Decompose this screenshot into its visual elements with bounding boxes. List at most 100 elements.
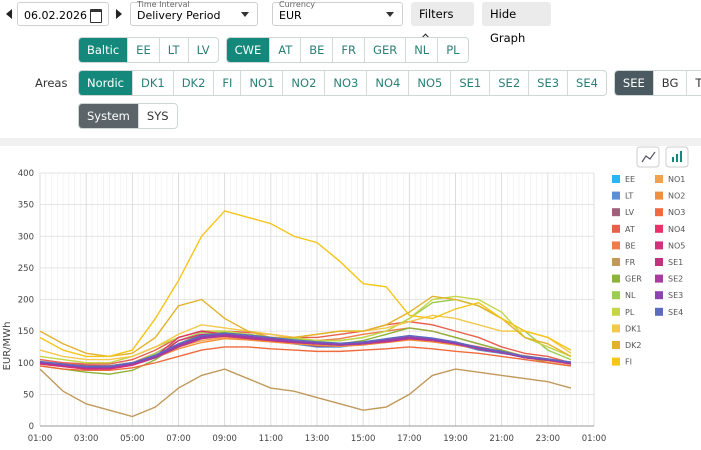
- date-input[interactable]: 06.02.2026: [17, 2, 109, 26]
- area-button[interactable]: TEL: [686, 71, 701, 95]
- legend-label[interactable]: DK1: [625, 324, 642, 333]
- series-line: [39, 332, 572, 368]
- y-tick-label: 400: [18, 169, 34, 179]
- area-button[interactable]: SYS: [137, 104, 177, 128]
- area-button[interactable]: LV: [187, 38, 218, 62]
- x-tick-label: 13:00: [305, 434, 330, 444]
- icon: [641, 151, 656, 163]
- date-value: 06.02.2026: [24, 9, 87, 22]
- area-button[interactable]: NO4: [366, 71, 408, 95]
- legend-label[interactable]: SE1: [668, 258, 683, 267]
- x-tick-label: 09:00: [212, 434, 237, 444]
- area-button[interactable]: BE: [300, 38, 332, 62]
- legend-label[interactable]: NO1: [668, 175, 685, 184]
- area-button[interactable]: DK1: [131, 71, 173, 95]
- area-button[interactable]: SE4: [567, 71, 606, 95]
- area-button[interactable]: Baltic: [79, 38, 128, 62]
- x-tick-label: 21:00: [489, 434, 514, 444]
- area-group: SEEBGTEL: [613, 70, 701, 96]
- legend-swatch: [612, 341, 620, 349]
- legend-label[interactable]: PL: [625, 308, 635, 317]
- x-tick-label: 23:00: [536, 434, 561, 444]
- area-button[interactable]: System: [79, 104, 138, 128]
- legend-swatch: [655, 307, 663, 316]
- area-button[interactable]: NO3: [324, 71, 366, 95]
- legend-label[interactable]: DK2: [625, 341, 642, 350]
- area-button[interactable]: DK2: [172, 71, 214, 95]
- select-label: Currency: [279, 0, 316, 9]
- legend-swatch: [612, 241, 620, 250]
- area-button[interactable]: NO2: [282, 71, 324, 95]
- legend-swatch: [612, 191, 620, 200]
- areas-label: Areas: [35, 76, 68, 90]
- legend-label[interactable]: LV: [625, 208, 635, 217]
- legend-swatch: [612, 274, 620, 283]
- legend-swatch: [612, 224, 620, 233]
- x-tick-label: 17:00: [397, 434, 422, 444]
- area-row: Baltic EE LT LV CWE AT BE FR GER NL PL: [78, 37, 469, 63]
- filters-button[interactable]: Filters: [411, 2, 474, 44]
- legend-label[interactable]: SE2: [668, 275, 683, 284]
- legend-swatch: [612, 208, 620, 217]
- y-axis-title: EUR/MWh: [2, 322, 13, 371]
- x-tick-label: 03:00: [74, 434, 99, 444]
- legend-label[interactable]: SE3: [668, 291, 683, 300]
- legend-swatch: [655, 258, 663, 266]
- legend-swatch: [655, 291, 663, 300]
- next-day[interactable]: [116, 9, 122, 19]
- area-button[interactable]: PL: [437, 38, 467, 62]
- area-button[interactable]: SEE: [614, 71, 653, 95]
- button-label: Filters: [419, 7, 454, 21]
- area-button[interactable]: EE: [127, 38, 159, 62]
- area-group: CWE AT BE FR GER NL PL: [225, 37, 469, 63]
- y-tick-label: 350: [18, 201, 34, 211]
- legend-label[interactable]: NO5: [668, 241, 685, 250]
- area-button[interactable]: LT: [158, 38, 188, 62]
- area-button[interactable]: Nordic: [79, 71, 132, 95]
- area-button[interactable]: AT: [269, 38, 300, 62]
- x-tick-label: 05:00: [120, 434, 145, 444]
- legend-label[interactable]: NO2: [668, 192, 685, 201]
- legend-swatch: [655, 224, 663, 233]
- legend-label[interactable]: FR: [625, 258, 636, 267]
- area-button[interactable]: FR: [332, 38, 364, 62]
- prev-day[interactable]: [6, 9, 12, 19]
- x-tick-label: 15:00: [351, 434, 376, 444]
- y-tick-label: 150: [18, 327, 34, 337]
- legend-label[interactable]: NO3: [668, 208, 685, 217]
- hide-graph-button[interactable]: Hide Graph: [482, 2, 551, 45]
- legend-label[interactable]: FI: [625, 358, 632, 367]
- area-button[interactable]: NO5: [408, 71, 450, 95]
- series-line: [39, 346, 572, 372]
- area-button[interactable]: NO1: [240, 71, 282, 95]
- legend-swatch: [655, 175, 663, 183]
- legend-label[interactable]: NO4: [668, 225, 685, 234]
- legend-label[interactable]: SE4: [668, 308, 683, 317]
- time-interval-select[interactable]: Time Interval Delivery Period: [130, 0, 258, 26]
- area-button[interactable]: GER: [364, 38, 405, 62]
- calendar-icon: [90, 9, 102, 23]
- legend-label[interactable]: EE: [625, 175, 635, 184]
- area-button[interactable]: SE2: [489, 71, 528, 95]
- legend-label[interactable]: GER: [625, 275, 642, 284]
- area-button[interactable]: BG: [652, 71, 687, 95]
- chart: EUR/MWh 0 50 100 150 200 250 300 350 400 01:00 03:…: [2, 146, 689, 444]
- area-button[interactable]: FI: [213, 71, 240, 95]
- legend-label[interactable]: AT: [625, 225, 635, 234]
- area-button[interactable]: SE1: [450, 71, 489, 95]
- legend-label[interactable]: BE: [625, 241, 636, 250]
- select-label: Time Interval: [137, 0, 190, 9]
- area-button[interactable]: CWE: [226, 38, 270, 62]
- legend-swatch: [655, 241, 663, 250]
- legend-label[interactable]: LT: [625, 192, 633, 201]
- x-tick-label: 19:00: [443, 434, 468, 444]
- legend-swatch: [612, 357, 620, 366]
- legend-label[interactable]: NL: [625, 291, 636, 300]
- legend-swatch: [612, 258, 620, 266]
- area-button[interactable]: NL: [405, 38, 437, 62]
- area-button[interactable]: SE3: [528, 71, 567, 95]
- currency-select[interactable]: Currency EUR: [272, 0, 403, 26]
- x-tick-label: 01:00: [28, 434, 53, 444]
- area-row: System SYS: [78, 103, 178, 129]
